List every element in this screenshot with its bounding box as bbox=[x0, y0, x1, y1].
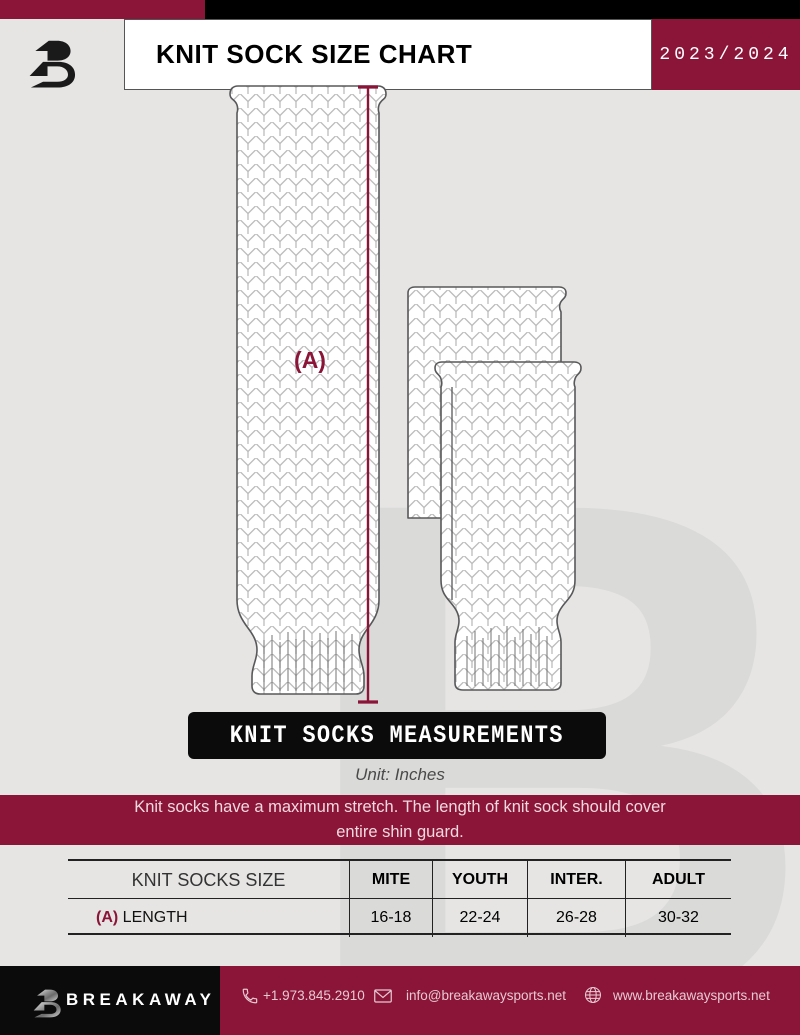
svg-text:(A): (A) bbox=[294, 347, 326, 373]
